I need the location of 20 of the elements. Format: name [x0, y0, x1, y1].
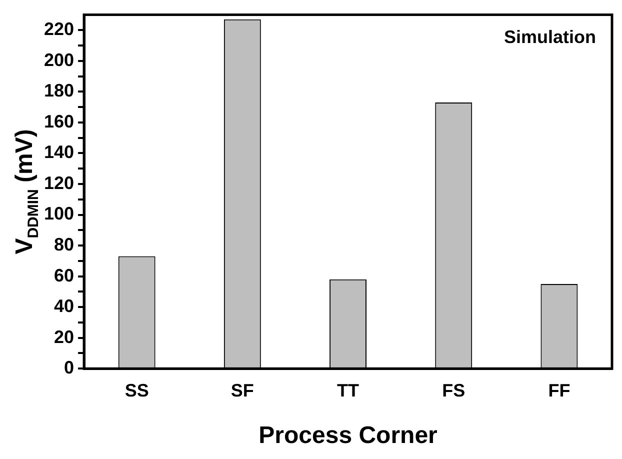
y-tick-label: 220 — [44, 19, 74, 40]
x-tick-label: SS — [124, 380, 149, 400]
y-axis-title: VDDMIN (mV) — [11, 129, 42, 254]
x-tick-label: SF — [230, 380, 254, 400]
annotation: Simulation — [504, 26, 596, 47]
x-tick-label: TT — [337, 380, 360, 400]
x-tick-label: FS — [442, 380, 466, 400]
y-tick-label: 60 — [54, 265, 74, 286]
y-tick-label: 200 — [44, 50, 74, 70]
y-tick-label: 120 — [44, 172, 74, 193]
y-tick-label: 80 — [54, 234, 74, 255]
y-tick-label: 40 — [54, 296, 74, 316]
y-tick-label: 160 — [44, 111, 74, 132]
y-tick-label: 180 — [44, 80, 74, 101]
x-axis-title: Process Corner — [258, 422, 438, 450]
x-tick-label: FF — [548, 380, 570, 400]
y-tick-label: 140 — [44, 142, 74, 162]
y-tick-label: 100 — [44, 204, 74, 224]
y-tick-label: 20 — [54, 326, 74, 347]
y-tick-label: 0 — [64, 358, 74, 378]
